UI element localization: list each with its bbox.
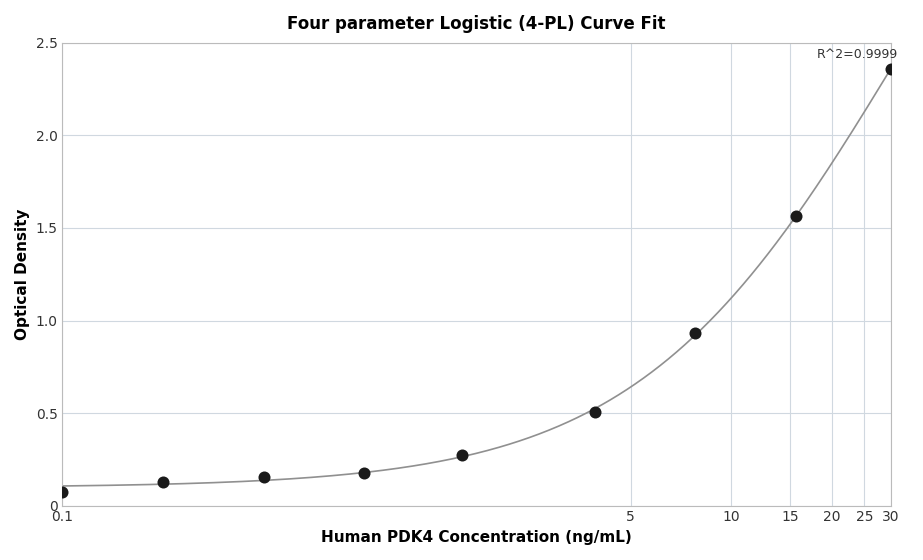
Point xyxy=(55,487,70,496)
Title: Four parameter Logistic (4-PL) Curve Fit: Four parameter Logistic (4-PL) Curve Fit xyxy=(287,15,665,33)
Point xyxy=(257,473,271,482)
Point xyxy=(688,329,702,338)
Text: R^2=0.9999: R^2=0.9999 xyxy=(817,48,898,60)
Point xyxy=(788,212,803,221)
Point xyxy=(156,477,171,486)
Point xyxy=(587,408,602,417)
Point xyxy=(454,450,469,459)
Point xyxy=(883,64,898,73)
X-axis label: Human PDK4 Concentration (ng/mL): Human PDK4 Concentration (ng/mL) xyxy=(321,530,632,545)
Point xyxy=(357,469,372,478)
Y-axis label: Optical Density: Optical Density xyxy=(15,208,30,340)
